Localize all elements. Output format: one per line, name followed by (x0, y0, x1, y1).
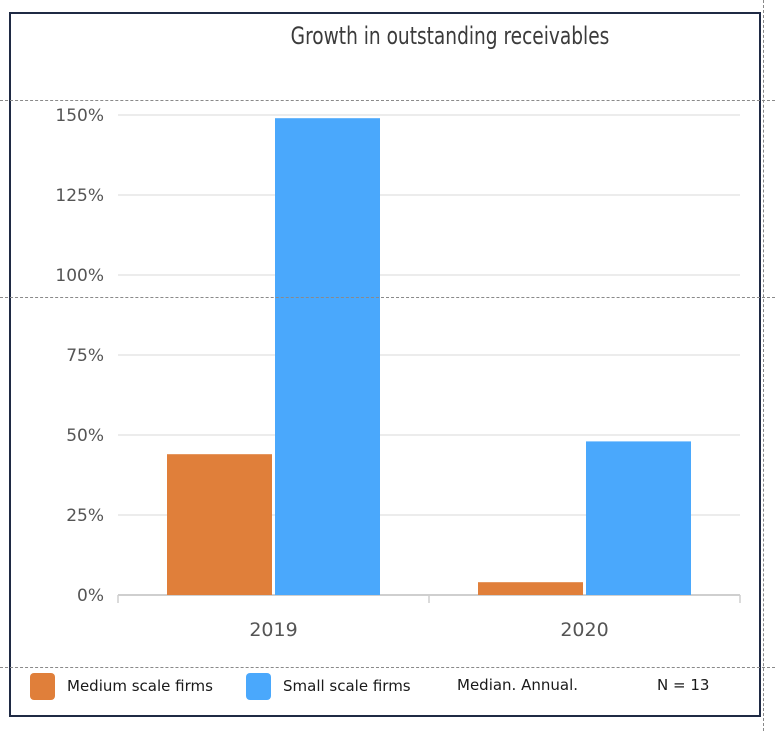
guide-line (0, 297, 775, 298)
legend-swatch-small (246, 672, 271, 700)
statistic-note: Median. Annual. (457, 676, 579, 694)
chart-frame (9, 12, 761, 717)
legend-label-small: Small scale firms (283, 677, 411, 695)
chart-title: Growth in outstanding receivables (290, 22, 610, 50)
y-tick-label: 150% (55, 106, 104, 126)
y-tick-label: 25% (66, 506, 104, 526)
legend-item-medium: Medium scale firms (30, 672, 213, 700)
bar-small-2019 (275, 118, 380, 595)
legend-swatch-medium (30, 672, 55, 700)
y-tick-label: 0% (77, 586, 104, 606)
bar-medium-2020 (478, 582, 583, 595)
x-tick-label: 2020 (560, 619, 608, 641)
y-tick-label: 50% (66, 426, 104, 446)
y-tick-label: 125% (55, 186, 104, 206)
x-tick-label: 2019 (249, 619, 297, 641)
guide-line (0, 667, 775, 668)
bar-medium-2019 (167, 454, 272, 595)
legend-label-medium: Medium scale firms (67, 677, 213, 695)
sample-size-note: N = 13 (657, 676, 710, 694)
y-tick-label: 75% (66, 346, 104, 366)
guide-line (763, 0, 764, 731)
legend-item-small: Small scale firms (246, 672, 411, 700)
bar-small-2020 (586, 441, 691, 595)
y-tick-label: 100% (55, 266, 104, 286)
guide-line (0, 100, 775, 101)
